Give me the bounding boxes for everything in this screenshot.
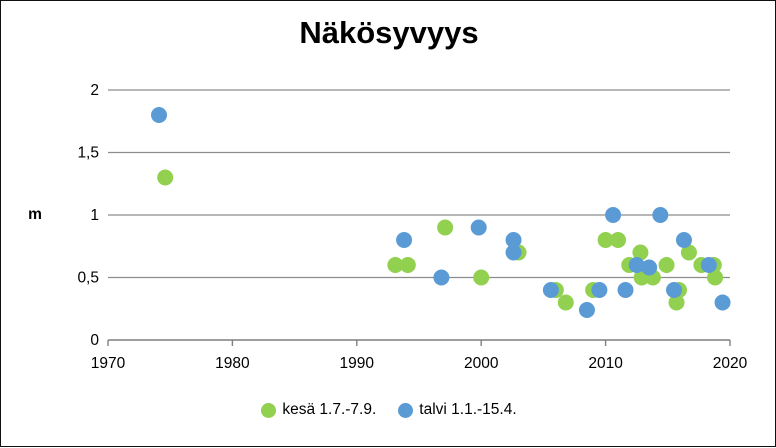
- data-point-series-2: [605, 207, 622, 223]
- data-point-series-1: [387, 257, 404, 273]
- x-tick-label: 2010: [588, 355, 623, 372]
- data-point-series-1: [399, 257, 416, 273]
- legend-item: kesä 1.7.-7.9.: [261, 401, 376, 419]
- x-tick-label: 1980: [215, 355, 250, 372]
- x-tick-label: 2000: [464, 355, 499, 372]
- data-point-series-1: [668, 294, 685, 311]
- data-point-series-2: [433, 269, 450, 286]
- legend-label: kesä 1.7.-7.9.: [282, 401, 377, 418]
- legend-marker: [261, 402, 277, 418]
- data-point-series-2: [578, 302, 595, 318]
- y-tick-label: 0: [90, 332, 99, 349]
- y-tick-label: 2: [90, 82, 99, 99]
- data-point-series-2: [700, 257, 717, 273]
- data-point-series-2: [505, 244, 522, 261]
- data-point-series-2: [470, 219, 487, 236]
- y-tick-label: 1,5: [77, 145, 99, 162]
- data-point-series-2: [617, 282, 634, 298]
- data-point-series-1: [707, 269, 724, 286]
- x-tick-label: 2020: [713, 355, 748, 372]
- data-point-series-1: [157, 169, 174, 186]
- data-point-series-2: [396, 232, 413, 248]
- data-point-series-1: [680, 244, 697, 261]
- data-point-series-2: [641, 259, 658, 276]
- data-point-series-2: [505, 232, 522, 248]
- data-point-series-1: [610, 232, 627, 248]
- x-tick-label: 1990: [340, 355, 375, 372]
- data-point-series-2: [675, 232, 692, 248]
- data-point-series-1: [658, 257, 675, 273]
- chart-title: Näkösyvyys: [299, 15, 479, 50]
- y-axis-label: m: [28, 206, 42, 223]
- data-point-series-1: [473, 269, 490, 286]
- data-point-series-1: [597, 232, 614, 248]
- data-point-series-2: [628, 257, 645, 273]
- legend: kesä 1.7.-7.9. talvi 1.1.-15.4.: [1, 401, 776, 419]
- data-point-series-2: [666, 282, 683, 298]
- legend-label: talvi 1.1.-15.4.: [419, 401, 517, 418]
- data-point-series-2: [714, 294, 731, 311]
- data-point-series-2: [151, 107, 168, 123]
- data-point-series-2: [652, 207, 669, 223]
- legend-marker: [398, 402, 414, 418]
- y-tick-label: 1: [90, 207, 99, 224]
- x-tick-label: 1970: [91, 355, 126, 372]
- legend-item: talvi 1.1.-15.4.: [398, 401, 517, 419]
- data-point-series-1: [437, 219, 454, 236]
- data-point-series-2: [591, 282, 608, 298]
- data-point-series-1: [632, 244, 649, 261]
- data-point-series-2: [542, 282, 559, 298]
- data-point-series-1: [557, 294, 574, 311]
- y-tick-label: 0,5: [77, 270, 99, 287]
